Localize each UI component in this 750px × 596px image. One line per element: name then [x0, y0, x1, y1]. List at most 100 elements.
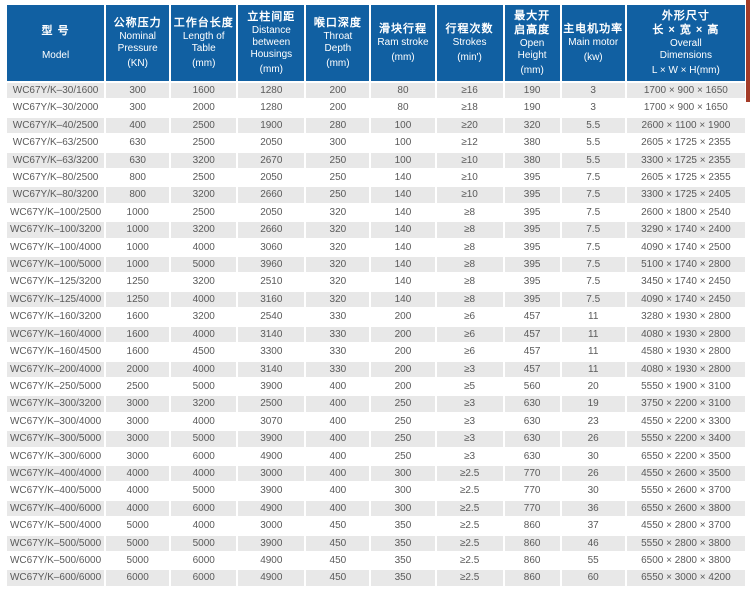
cell-throat-depth: 400 [306, 378, 370, 395]
table-row: WC67Y/K–400/6000 4000 6000 4900 400 300 ≥2.5 77… [7, 500, 745, 517]
column-header-throat-depth: 喉口深度 Throat Depth (mm) [306, 5, 370, 81]
cell-overall-dimensions: 3750 × 2200 × 3100 [626, 396, 745, 412]
cell-ram-stroke: 250 [371, 413, 435, 430]
cell-main-motor: 11 [561, 344, 625, 360]
cell-housing-distance: 4900 [238, 552, 305, 569]
cell-main-motor: 37 [561, 518, 625, 534]
cell-table-length: 3200 [171, 152, 237, 169]
cell-model: WC67Y/K–30/2000 [7, 100, 105, 116]
column-header-open-height: 最大开 启高度 Open Height (mm) [504, 5, 560, 81]
cell-housing-distance: 3160 [238, 291, 305, 308]
cell-throat-depth: 450 [306, 570, 370, 586]
cell-housing-distance: 3900 [238, 535, 305, 551]
cell-table-length: 5000 [171, 535, 237, 551]
cell-strokes: ≥3 [436, 413, 503, 430]
table-row: WC67Y/K–400/5000 4000 5000 3900 400 300 ≥2.5 77… [7, 483, 745, 499]
cell-nominal-pressure: 1000 [106, 257, 170, 273]
cell-throat-depth: 250 [306, 152, 370, 169]
cell-open-height: 630 [504, 448, 560, 464]
cell-ram-stroke: 80 [371, 100, 435, 116]
cell-main-motor: 23 [561, 413, 625, 430]
cell-throat-depth: 400 [306, 431, 370, 447]
cell-table-length: 3200 [171, 396, 237, 412]
cell-main-motor: 7.5 [561, 187, 625, 203]
cell-main-motor: 7.5 [561, 170, 625, 186]
table-row: WC67Y/K–500/5000 5000 5000 3900 450 350 ≥2.5 86… [7, 535, 745, 551]
cell-table-length: 4000 [171, 465, 237, 482]
cell-ram-stroke: 140 [371, 187, 435, 203]
cell-table-length: 3200 [171, 222, 237, 238]
cell-ram-stroke: 300 [371, 465, 435, 482]
cell-ram-stroke: 250 [371, 431, 435, 447]
table-row: WC67Y/K–160/4000 1600 4000 3140 330 200 ≥6 457 1… [7, 326, 745, 343]
cell-housing-distance: 3140 [238, 361, 305, 377]
cell-table-length: 4000 [171, 239, 237, 256]
cell-overall-dimensions: 1700 × 900 × 1650 [626, 100, 745, 116]
cell-overall-dimensions: 5550 × 2800 × 3800 [626, 535, 745, 551]
cell-open-height: 380 [504, 135, 560, 151]
cell-housing-distance: 2050 [238, 170, 305, 186]
cell-open-height: 457 [504, 344, 560, 360]
cell-ram-stroke: 200 [371, 378, 435, 395]
cell-nominal-pressure: 4000 [106, 500, 170, 517]
cell-table-length: 4500 [171, 344, 237, 360]
cell-main-motor: 7.5 [561, 257, 625, 273]
cell-ram-stroke: 140 [371, 274, 435, 290]
cell-overall-dimensions: 5550 × 2200 × 3400 [626, 431, 745, 447]
cell-main-motor: 7.5 [561, 204, 625, 221]
cell-main-motor: 55 [561, 552, 625, 569]
cell-housing-distance: 4900 [238, 500, 305, 517]
cell-housing-distance: 3060 [238, 239, 305, 256]
cell-overall-dimensions: 4550 × 2200 × 3300 [626, 413, 745, 430]
cell-strokes: ≥10 [436, 152, 503, 169]
cell-table-length: 5000 [171, 378, 237, 395]
table-row: WC67Y/K–100/3200 1000 3200 2660 320 140 ≥8 395 7… [7, 222, 745, 238]
cell-nominal-pressure: 800 [106, 170, 170, 186]
cell-model: WC67Y/K–160/4500 [7, 344, 105, 360]
cell-table-length: 4000 [171, 291, 237, 308]
cell-open-height: 630 [504, 413, 560, 430]
cell-model: WC67Y/K–400/5000 [7, 483, 105, 499]
cell-open-height: 860 [504, 518, 560, 534]
cell-main-motor: 5.5 [561, 117, 625, 134]
column-header-nominal-pressure: 公称压力 Nominal Pressure (KN) [106, 5, 170, 81]
cell-open-height: 860 [504, 570, 560, 586]
cell-table-length: 2500 [171, 170, 237, 186]
cell-table-length: 6000 [171, 570, 237, 586]
cell-model: WC67Y/K–300/4000 [7, 413, 105, 430]
cell-overall-dimensions: 3280 × 1930 × 2800 [626, 309, 745, 325]
cell-strokes: ≥6 [436, 344, 503, 360]
cell-throat-depth: 400 [306, 396, 370, 412]
cell-throat-depth: 320 [306, 257, 370, 273]
cell-overall-dimensions: 3450 × 1740 × 2450 [626, 274, 745, 290]
cell-ram-stroke: 350 [371, 535, 435, 551]
column-header-strokes: 行程次数 Strokes (min') [436, 5, 503, 81]
cell-open-height: 770 [504, 483, 560, 499]
cell-nominal-pressure: 1600 [106, 309, 170, 325]
cell-throat-depth: 200 [306, 100, 370, 116]
cell-overall-dimensions: 5550 × 2600 × 3700 [626, 483, 745, 499]
cell-open-height: 630 [504, 431, 560, 447]
cell-throat-depth: 320 [306, 222, 370, 238]
cell-housing-distance: 1900 [238, 117, 305, 134]
cell-open-height: 395 [504, 204, 560, 221]
cell-throat-depth: 400 [306, 465, 370, 482]
table-row: WC67Y/K–300/5000 3000 5000 3900 400 250 ≥3 630 2… [7, 431, 745, 447]
table-row: WC67Y/K–100/2500 1000 2500 2050 320 140 ≥8 395 7… [7, 204, 745, 221]
cell-model: WC67Y/K–100/3200 [7, 222, 105, 238]
cell-ram-stroke: 100 [371, 117, 435, 134]
cell-overall-dimensions: 4080 × 1930 × 2800 [626, 361, 745, 377]
cell-overall-dimensions: 3300 × 1725 × 2405 [626, 187, 745, 203]
table-row: WC67Y/K–300/4000 3000 4000 3070 400 250 ≥3 630 2… [7, 413, 745, 430]
cell-nominal-pressure: 1250 [106, 291, 170, 308]
cell-overall-dimensions: 3300 × 1725 × 2355 [626, 152, 745, 169]
cell-main-motor: 11 [561, 361, 625, 377]
cell-throat-depth: 200 [306, 83, 370, 99]
cell-nominal-pressure: 1600 [106, 326, 170, 343]
cell-main-motor: 26 [561, 431, 625, 447]
cell-nominal-pressure: 630 [106, 152, 170, 169]
cell-ram-stroke: 200 [371, 344, 435, 360]
cell-model: WC67Y/K–125/4000 [7, 291, 105, 308]
column-header-table-length: 工作台长度 Length of Table (mm) [171, 5, 237, 81]
cell-nominal-pressure: 300 [106, 83, 170, 99]
